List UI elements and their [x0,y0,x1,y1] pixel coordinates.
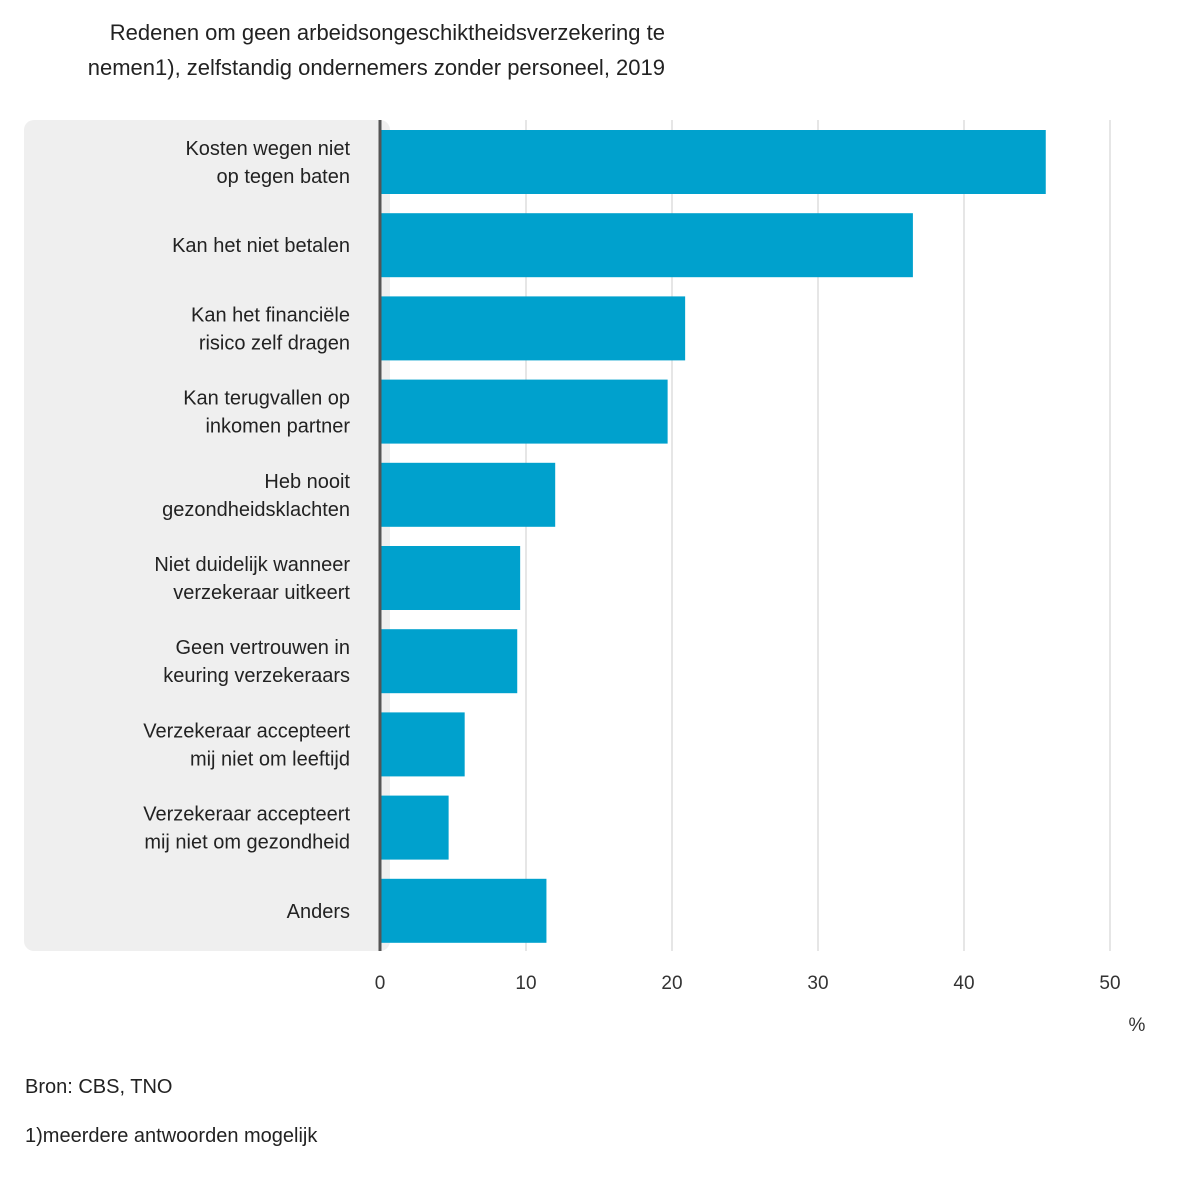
x-tick-label: 40 [953,973,974,994]
x-axis-unit-label: % [1129,1015,1146,1036]
category-label: verzekeraar uitkeert [173,582,350,604]
bar [380,712,465,777]
category-label: gezondheidsklachten [162,499,350,521]
x-axis-ticks: 0 10 20 30 40 50 [375,973,1121,994]
bar [380,130,1046,194]
category-label-panel [24,120,390,951]
bars-group [380,130,1046,943]
category-label: mij niet om gezondheid [144,832,350,854]
bar [380,795,449,860]
x-tick-label: 50 [1099,973,1120,994]
chart-title-line-1: Redenen om geen arbeidsongeschiktheidsve… [109,20,665,45]
chart-title-line-2: nemen1), zelfstandig ondernemers zonder … [87,55,665,80]
category-label: Verzekeraar accepteert [143,720,350,742]
category-label: risico zelf dragen [199,332,350,354]
category-label: Niet duidelijk wanneer [154,554,350,576]
x-tick-label: 30 [807,973,828,994]
bar [380,629,518,694]
category-label: Geen vertrouwen in [175,637,350,659]
category-label: Heb nooit [264,471,350,493]
bar [380,546,521,610]
bar [380,379,668,444]
bar [380,296,686,361]
category-labels-group: Kosten wegen niet op tegen baten Kan het n… [143,138,350,923]
category-label: mij niet om leeftijd [190,748,350,770]
bar [380,462,556,527]
category-label: Kan terugvallen op [183,388,350,410]
bar [380,878,547,943]
footnote: 1)meerdere antwoorden mogelijk [25,1125,318,1147]
category-label: Kan het financiële [191,304,350,326]
category-label: Kosten wegen niet [185,138,350,160]
x-tick-label: 20 [661,973,682,994]
category-label: op tegen baten [217,166,350,188]
category-label: inkomen partner [205,416,350,438]
x-tick-label: 10 [515,973,536,994]
category-label: Kan het niet betalen [172,235,350,257]
bar-chart: Kosten wegen niet op tegen baten Kan het n… [24,120,1146,1036]
category-label: keuring verzekeraars [163,665,350,687]
source-note: Bron: CBS, TNO [25,1076,173,1098]
x-tick-label: 0 [375,973,386,994]
bar [380,213,913,278]
category-label: Verzekeraar accepteert [143,804,350,826]
category-label: Anders [287,901,350,923]
